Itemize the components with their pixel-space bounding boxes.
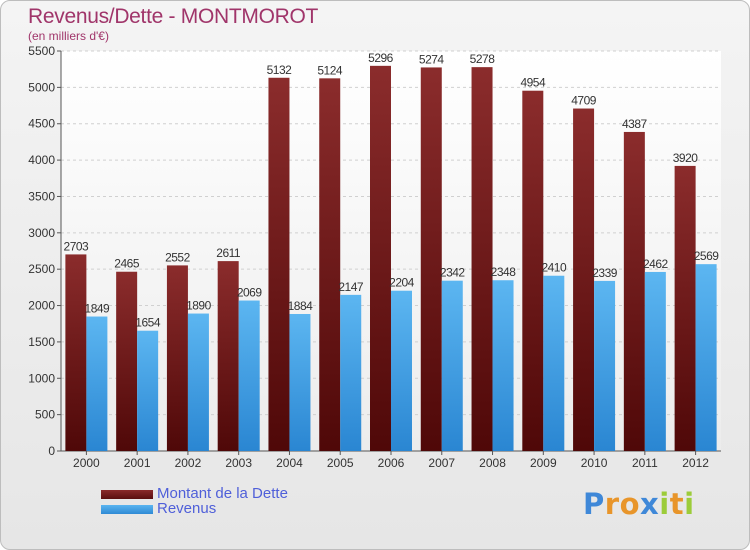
bar-dette <box>116 271 138 451</box>
logo-letter: P <box>583 487 605 521</box>
y-tick-label: 5500 <box>28 44 55 58</box>
y-tick-label: 2000 <box>28 299 55 313</box>
x-tick-label: 2001 <box>124 456 151 470</box>
bar-dette <box>370 65 391 451</box>
data-label-dette: 5296 <box>368 51 394 65</box>
logo-letter: i <box>659 487 670 521</box>
bar-dette <box>573 108 595 451</box>
y-tick-label: 4000 <box>28 153 55 167</box>
data-label-dette: 2465 <box>114 257 140 271</box>
bar-revenus <box>86 316 108 451</box>
bar-dette <box>522 90 544 451</box>
bar-dette <box>674 165 696 451</box>
bar-revenus <box>137 330 159 451</box>
data-label-revenus: 1654 <box>135 316 161 330</box>
bar-dette <box>471 67 493 452</box>
data-label-revenus: 1849 <box>85 302 111 316</box>
bar-revenus <box>695 264 717 451</box>
x-tick-label: 2004 <box>276 456 303 470</box>
y-tick-label: 1000 <box>28 371 55 385</box>
y-tick-label: 500 <box>35 408 55 422</box>
y-tick-label: 4500 <box>28 117 55 131</box>
bar-dette <box>166 265 188 451</box>
data-label-revenus: 1890 <box>186 299 212 313</box>
y-tick-label: 1500 <box>28 335 55 349</box>
chart-title: Revenus/Dette - MONTMOROT <box>28 5 319 28</box>
x-tick-label: 2005 <box>327 456 354 470</box>
proxiti-logo: Proxiti <box>583 487 695 521</box>
x-tick-label: 2002 <box>175 456 202 470</box>
legend-label-dette: Montant de la Dette <box>157 485 288 502</box>
x-tick-label: 2008 <box>479 456 506 470</box>
chart-subtitle: (en milliers d'€) <box>28 29 109 43</box>
bar-dette <box>217 261 239 451</box>
data-label-dette: 4709 <box>571 94 597 108</box>
y-tick-label: 2500 <box>28 262 55 276</box>
logo-letter: i <box>684 487 695 521</box>
data-label-revenus: 2342 <box>440 266 466 280</box>
x-tick-label: 2010 <box>581 456 608 470</box>
data-label-dette: 3920 <box>673 151 699 165</box>
y-tick-label: 3000 <box>28 226 55 240</box>
y-tick-label: 0 <box>48 444 55 458</box>
bar-revenus <box>492 280 514 451</box>
data-label-dette: 4387 <box>622 117 648 131</box>
data-label-revenus: 2462 <box>643 257 669 271</box>
data-label-dette: 2611 <box>216 246 241 260</box>
x-tick-label: 2009 <box>530 456 557 470</box>
data-label-dette: 2552 <box>165 250 191 264</box>
bar-dette <box>623 131 645 452</box>
bar-dette <box>65 254 87 451</box>
bar-revenus <box>644 271 666 451</box>
bar-revenus <box>238 300 260 451</box>
bar-revenus <box>391 290 412 451</box>
logo-letter: o <box>619 487 641 521</box>
data-label-dette: 4954 <box>520 76 546 90</box>
x-tick-label: 2006 <box>378 456 405 470</box>
x-tick-label: 2012 <box>682 456 709 470</box>
data-label-revenus: 2569 <box>694 249 720 263</box>
bar-revenus <box>543 275 565 451</box>
data-label-revenus: 2339 <box>592 266 618 280</box>
x-tick-label: 2003 <box>225 456 252 470</box>
legend-label-revenus: Revenus <box>157 500 217 517</box>
bar-revenus <box>187 313 209 451</box>
logo-letter: t <box>669 487 685 521</box>
data-label-revenus: 2147 <box>338 280 364 294</box>
y-tick-label: 3500 <box>28 189 55 203</box>
data-label-dette: 5278 <box>470 52 496 66</box>
x-tick-label: 2000 <box>73 456 100 470</box>
legend-swatch-dette <box>101 490 153 499</box>
data-label-dette: 2703 <box>64 239 90 253</box>
data-label-dette: 5124 <box>317 63 343 77</box>
data-label-revenus: 2410 <box>541 261 567 275</box>
bar-dette <box>420 67 442 451</box>
x-tick-label: 2011 <box>632 456 658 470</box>
y-tick-label: 5000 <box>28 80 55 94</box>
bar-revenus <box>594 280 616 451</box>
bar-dette <box>268 77 290 451</box>
data-label-dette: 5274 <box>419 52 445 66</box>
bar-revenus <box>289 313 311 451</box>
bar-revenus <box>340 294 362 451</box>
logo-letter: x <box>640 487 660 521</box>
legend-swatch-revenus <box>101 505 153 514</box>
data-label-revenus: 2348 <box>491 265 517 279</box>
logo-letter: r <box>604 487 620 521</box>
bar-revenus <box>441 280 463 451</box>
bar-dette <box>319 78 341 451</box>
x-tick-label: 2007 <box>428 456 455 470</box>
data-label-dette: 5132 <box>267 63 293 77</box>
data-label-revenus: 1884 <box>288 299 314 313</box>
data-label-revenus: 2204 <box>389 276 415 290</box>
data-label-revenus: 2069 <box>237 286 263 300</box>
